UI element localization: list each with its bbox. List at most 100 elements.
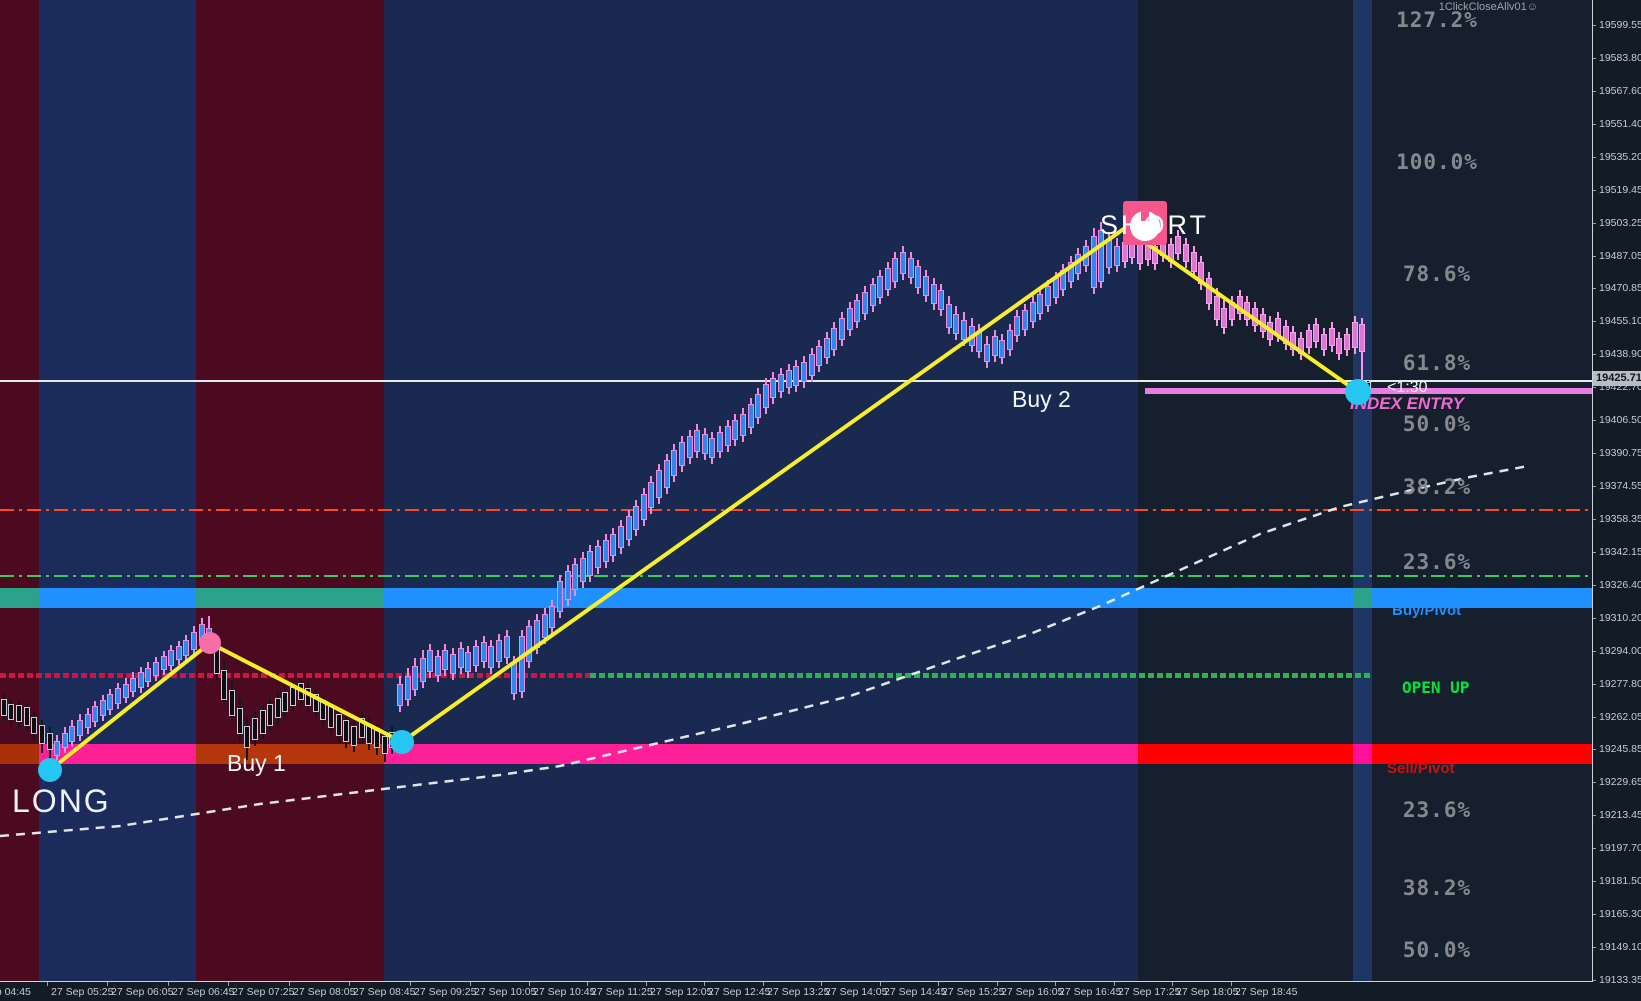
candle-body bbox=[1359, 324, 1365, 352]
candle-body bbox=[473, 646, 479, 666]
price-axis-label: 19470.85 bbox=[1599, 282, 1641, 295]
time-axis-label: 27 Sep 06:05 bbox=[111, 986, 174, 998]
indicator-badge[interactable]: 1ClickCloseAllv01☺ bbox=[1439, 1, 1538, 13]
candle-body bbox=[275, 698, 281, 718]
price-axis-label: 19503.25 bbox=[1599, 216, 1641, 229]
price-tick bbox=[1592, 584, 1596, 586]
candle-body bbox=[572, 564, 578, 590]
price-axis-label: 19599.55 bbox=[1599, 19, 1641, 31]
price-tick bbox=[1592, 222, 1596, 224]
candle-body bbox=[831, 328, 837, 350]
price-tick bbox=[1592, 123, 1596, 125]
time-tick bbox=[470, 982, 471, 986]
candle-body bbox=[130, 678, 136, 692]
candle-body bbox=[664, 460, 670, 488]
fib-percent-label: 50.0% bbox=[1402, 412, 1472, 436]
candle-body bbox=[587, 551, 593, 576]
price-tick bbox=[1592, 518, 1596, 520]
candle-body bbox=[1068, 262, 1074, 282]
candle-body bbox=[542, 614, 548, 638]
candle-body bbox=[992, 336, 998, 356]
time-tick bbox=[880, 982, 881, 986]
candle-body bbox=[725, 426, 731, 446]
candle-body bbox=[1214, 296, 1220, 320]
time-tick bbox=[587, 982, 588, 986]
open-level-dotted-red bbox=[0, 673, 590, 678]
fib-percent-label: 38.2% bbox=[1402, 876, 1472, 900]
candle-body bbox=[748, 404, 754, 428]
overlay-vectors bbox=[0, 226, 1529, 838]
time-tick bbox=[410, 982, 411, 986]
candle-body bbox=[1045, 286, 1051, 306]
price-axis-label: 19262.05 bbox=[1599, 710, 1641, 723]
candle-body bbox=[732, 420, 738, 440]
candle-body bbox=[336, 714, 342, 736]
price-tick bbox=[1592, 716, 1596, 718]
entry-timer-label: <1:30 bbox=[1387, 379, 1428, 396]
session-column bbox=[0, 0, 39, 982]
candle-body bbox=[31, 717, 37, 734]
candle-body bbox=[687, 436, 693, 458]
candle-body bbox=[671, 450, 677, 476]
chart-plot-area[interactable]: LONG Buy 1 Buy 2 SHORT <1:30 INDEX ENTRY… bbox=[0, 0, 1592, 982]
short-signal-label: SHORT bbox=[1100, 210, 1210, 240]
candle-body bbox=[405, 676, 411, 700]
price-axis[interactable]: 19599.55 19583.80 19567.60 19551.40 19535.20… bbox=[1592, 0, 1641, 1001]
candle-body bbox=[641, 494, 647, 520]
pivot-band-segment bbox=[1372, 588, 1592, 608]
candle-body bbox=[191, 632, 197, 650]
candle-body bbox=[694, 430, 700, 452]
time-axis-line bbox=[0, 981, 1593, 982]
candle-body bbox=[260, 710, 266, 734]
time-axis-label: 27 Sep 14:45 bbox=[884, 986, 947, 998]
candle-body bbox=[161, 656, 167, 670]
time-axis-label: 27 Sep 15:25 bbox=[942, 986, 1005, 998]
price-tick bbox=[1592, 683, 1596, 685]
candle-body bbox=[313, 694, 319, 712]
candle-body bbox=[549, 606, 555, 628]
price-tick bbox=[1592, 255, 1596, 257]
candle-body bbox=[24, 707, 30, 726]
pivot-band-segment bbox=[1372, 744, 1592, 764]
price-tick bbox=[1592, 551, 1596, 553]
buy2-label: Buy 2 bbox=[1012, 386, 1071, 412]
price-tick bbox=[1592, 288, 1596, 290]
candlestick-series bbox=[1, 222, 1371, 760]
fib-23-dashdot-line bbox=[0, 575, 1592, 577]
time-axis-label: 27 Sep 08:45 bbox=[353, 986, 416, 998]
time-axis-label: 27 Sep 08:05 bbox=[293, 986, 356, 998]
candle-body bbox=[168, 650, 174, 666]
candle-body bbox=[717, 432, 723, 452]
price-tick bbox=[1592, 914, 1596, 916]
candle-body bbox=[702, 434, 708, 454]
candle-body bbox=[504, 636, 510, 658]
candle-body bbox=[8, 704, 14, 720]
pivot-band-segment bbox=[1353, 588, 1372, 608]
candle-body bbox=[778, 374, 784, 392]
time-axis-label: 27 Sep 12:05 bbox=[650, 986, 713, 998]
price-axis-label: 19133.35 bbox=[1599, 973, 1641, 986]
price-axis-label: 19310.20 bbox=[1599, 611, 1641, 624]
price-axis-label: 19277.80 bbox=[1599, 677, 1641, 690]
candle-body bbox=[565, 571, 571, 600]
pivot-band-segment bbox=[0, 744, 39, 764]
candle-body bbox=[450, 654, 456, 674]
candle-body bbox=[999, 340, 1005, 358]
pivot-band-segment bbox=[384, 744, 1138, 764]
candle-body bbox=[1114, 246, 1120, 266]
time-axis-label: 27 Sep 10:45 bbox=[533, 986, 596, 998]
price-axis-label: 19438.90 bbox=[1599, 348, 1641, 361]
candle-body bbox=[77, 720, 83, 736]
fib-percent-label: 23.6% bbox=[1402, 550, 1472, 574]
candle-body bbox=[92, 706, 98, 722]
price-axis-label: 19567.60 bbox=[1599, 84, 1641, 97]
price-tick bbox=[1592, 749, 1596, 751]
candle-body bbox=[1321, 334, 1327, 350]
candle-body bbox=[62, 733, 68, 748]
candle-body bbox=[526, 626, 532, 662]
candle-body bbox=[877, 276, 883, 298]
candle-body bbox=[1030, 302, 1036, 322]
short-signal-icon[interactable] bbox=[1123, 201, 1167, 245]
candle-body bbox=[107, 694, 113, 710]
